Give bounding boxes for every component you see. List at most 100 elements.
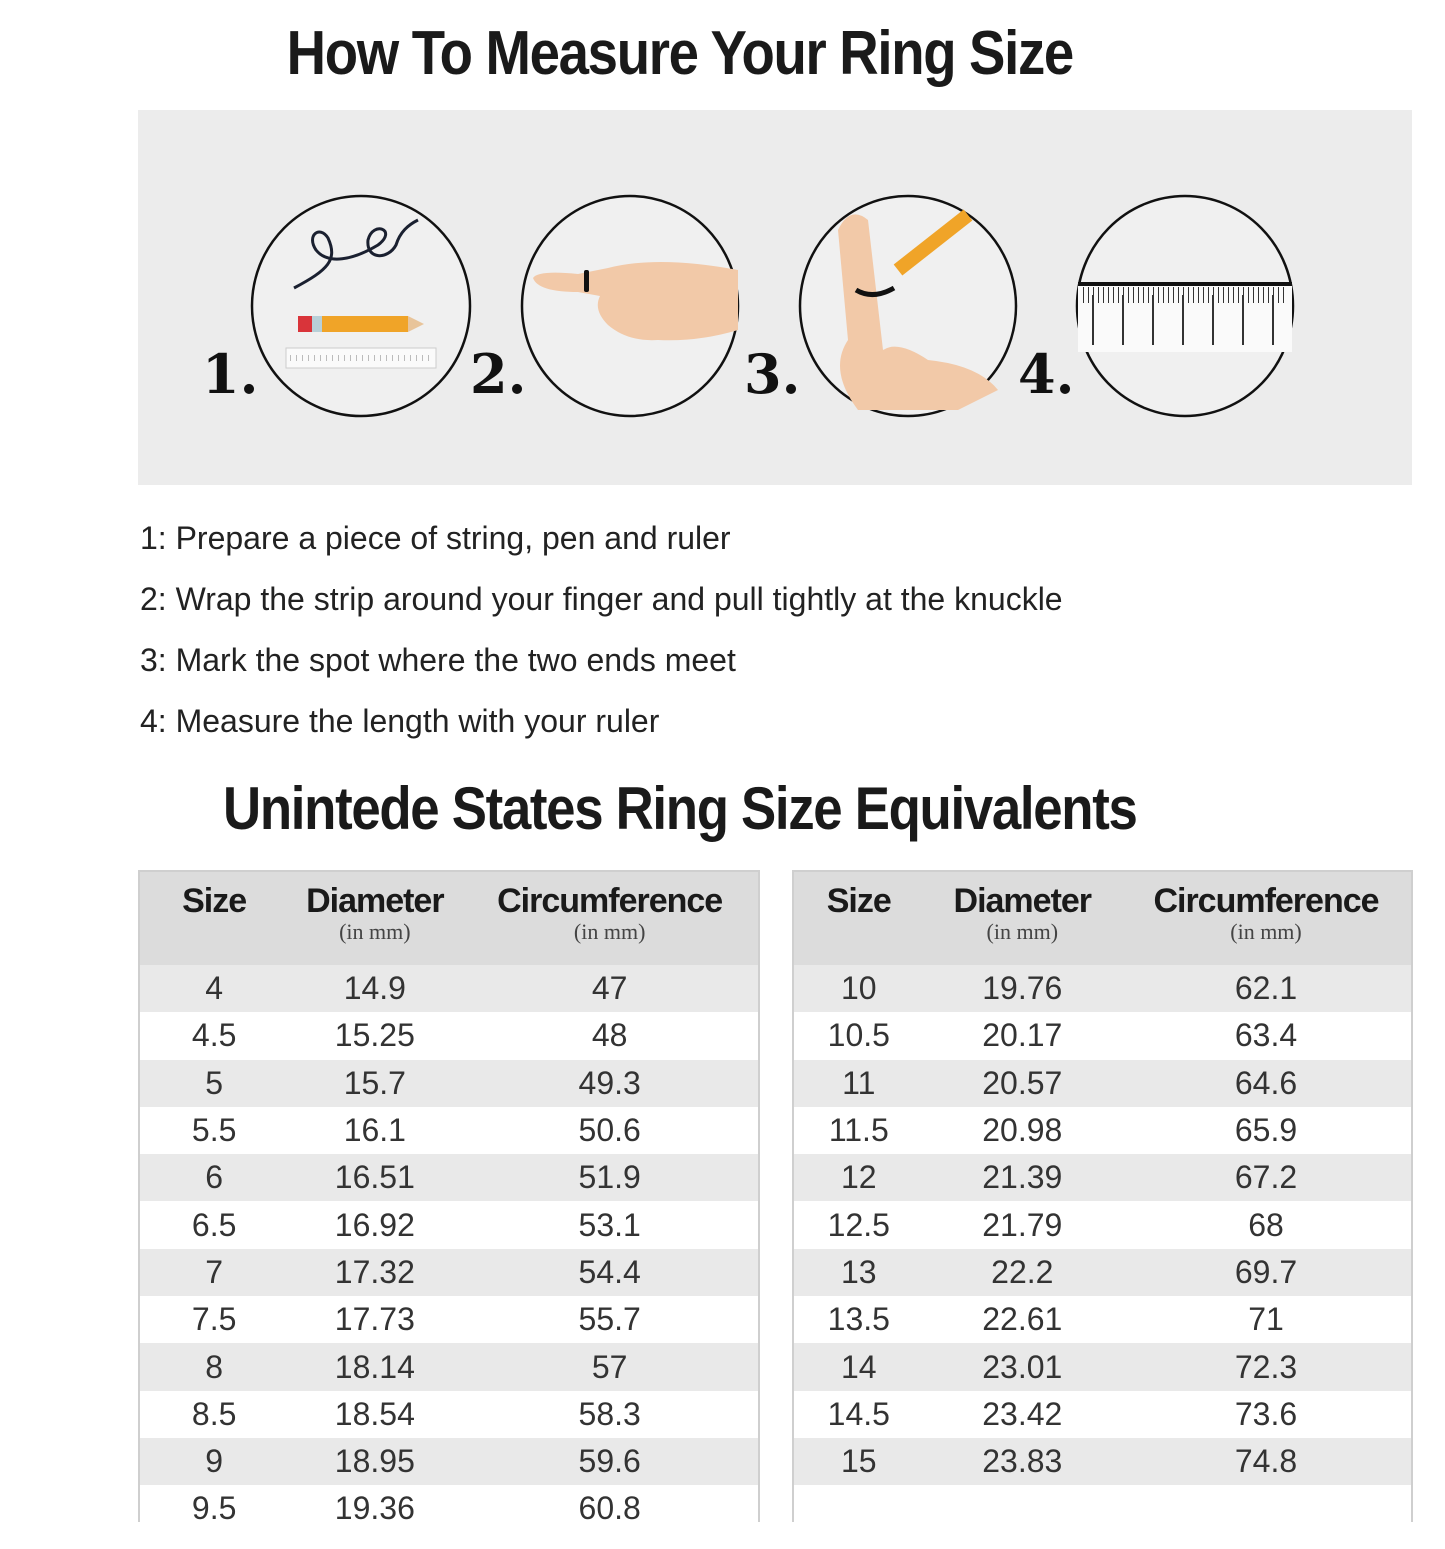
cell-diameter: 15.25 bbox=[288, 1012, 462, 1060]
cell-diameter: 16.51 bbox=[288, 1154, 462, 1202]
cell-size: 5.5 bbox=[140, 1106, 289, 1155]
header-diameter: Diameter (in mm) bbox=[923, 872, 1121, 965]
cell-circumference: 58.3 bbox=[461, 1390, 758, 1438]
cell-size: 10 bbox=[794, 965, 924, 1013]
ring-size-table-right: Size Diameter (in mm) Circumference (in mm… bbox=[792, 870, 1413, 1533]
cell-circumference bbox=[1121, 1485, 1411, 1533]
marking-string-icon bbox=[798, 194, 1018, 418]
table-row: 11 20.57 64.6 bbox=[794, 1059, 1411, 1107]
cell-circumference: 60.8 bbox=[461, 1485, 758, 1533]
cell-size: 6.5 bbox=[140, 1201, 289, 1249]
cell-diameter: 21.79 bbox=[923, 1201, 1121, 1249]
cell-circumference: 68 bbox=[1121, 1201, 1411, 1249]
table-row: 9.5 19.36 60.8 bbox=[140, 1485, 758, 1533]
cell-diameter: 23.42 bbox=[923, 1390, 1121, 1438]
table-row: 10 19.76 62.1 bbox=[794, 965, 1411, 1013]
cell-circumference: 49.3 bbox=[461, 1059, 758, 1107]
cell-size: 12 bbox=[794, 1154, 924, 1202]
table-row: 8.5 18.54 58.3 bbox=[140, 1390, 758, 1438]
cell-circumference: 71 bbox=[1121, 1296, 1411, 1344]
table-row: 11.5 20.98 65.9 bbox=[794, 1106, 1411, 1155]
table-row: 10.5 20.17 63.4 bbox=[794, 1012, 1411, 1060]
cell-size bbox=[794, 1485, 924, 1533]
table-row: 4 14.9 47 bbox=[140, 965, 758, 1013]
cell-diameter: 18.95 bbox=[288, 1437, 462, 1486]
cell-circumference: 57 bbox=[461, 1343, 758, 1391]
finger-with-string-icon bbox=[520, 194, 740, 418]
instruction-step: 3: Mark the spot where the two ends meet bbox=[140, 642, 736, 678]
cell-diameter: 17.73 bbox=[288, 1296, 462, 1344]
cell-size: 5 bbox=[140, 1059, 289, 1107]
cell-diameter: 14.9 bbox=[288, 965, 462, 1013]
cell-size: 14 bbox=[794, 1343, 924, 1391]
cell-size: 11 bbox=[794, 1059, 924, 1107]
table-row: 13 22.2 69.7 bbox=[794, 1248, 1411, 1297]
header-circumference: Circumference (in mm) bbox=[1121, 872, 1411, 965]
ruler-icon bbox=[1075, 194, 1295, 418]
cell-diameter: 19.36 bbox=[288, 1485, 462, 1533]
cell-size: 9 bbox=[140, 1437, 289, 1486]
cell-diameter: 20.17 bbox=[923, 1012, 1121, 1060]
cell-circumference: 72.3 bbox=[1121, 1343, 1411, 1391]
cell-size: 6 bbox=[140, 1154, 289, 1202]
cell-diameter: 18.14 bbox=[288, 1343, 462, 1391]
cell-size: 9.5 bbox=[140, 1485, 289, 1533]
header-size: Size bbox=[794, 872, 924, 965]
cell-diameter: 22.61 bbox=[923, 1296, 1121, 1344]
cell-diameter: 16.92 bbox=[288, 1201, 462, 1249]
header-size: Size bbox=[140, 872, 289, 965]
string-pencil-ruler-icon bbox=[250, 194, 472, 418]
cell-size: 4.5 bbox=[140, 1012, 289, 1060]
cell-size: 11.5 bbox=[794, 1106, 924, 1155]
cell-circumference: 55.7 bbox=[461, 1296, 758, 1344]
cell-diameter: 16.1 bbox=[288, 1106, 462, 1155]
cell-circumference: 67.2 bbox=[1121, 1154, 1411, 1202]
cell-circumference: 63.4 bbox=[1121, 1012, 1411, 1060]
cell-circumference: 51.9 bbox=[461, 1154, 758, 1202]
cell-diameter: 17.32 bbox=[288, 1248, 462, 1297]
cell-circumference: 53.1 bbox=[461, 1201, 758, 1249]
table-title: Unintede States Ring Size Equivalents bbox=[223, 775, 1138, 842]
cell-diameter: 19.76 bbox=[923, 965, 1121, 1013]
cell-size: 13 bbox=[794, 1248, 924, 1297]
instruction-step: 1: Prepare a piece of string, pen and ru… bbox=[140, 520, 731, 556]
step-number-4: 4. bbox=[1018, 342, 1075, 406]
cell-diameter: 23.01 bbox=[923, 1343, 1121, 1391]
cell-size: 8 bbox=[140, 1343, 289, 1391]
cell-diameter: 15.7 bbox=[288, 1059, 462, 1107]
table-row: 4.5 15.25 48 bbox=[140, 1012, 758, 1060]
table-row: 7.5 17.73 55.7 bbox=[140, 1296, 758, 1344]
cell-diameter: 22.2 bbox=[923, 1248, 1121, 1297]
cell-circumference: 50.6 bbox=[461, 1106, 758, 1155]
table-row: 15 23.83 74.8 bbox=[794, 1437, 1411, 1486]
header-diameter: Diameter (in mm) bbox=[288, 872, 462, 965]
cell-size: 14.5 bbox=[794, 1390, 924, 1438]
cell-circumference: 73.6 bbox=[1121, 1390, 1411, 1438]
instructions-list: 1: Prepare a piece of string, pen and ru… bbox=[140, 515, 1063, 759]
cell-circumference: 48 bbox=[461, 1012, 758, 1060]
cell-size: 8.5 bbox=[140, 1390, 289, 1438]
page-title: How To Measure Your Ring Size bbox=[286, 19, 1075, 88]
table-divider bbox=[760, 870, 792, 1522]
cell-circumference: 62.1 bbox=[1121, 965, 1411, 1013]
cell-diameter: 20.98 bbox=[923, 1106, 1121, 1155]
instruction-step: 4: Measure the length with your ruler bbox=[140, 703, 660, 739]
table-row: 6 16.51 51.9 bbox=[140, 1154, 758, 1202]
step-number-1: 1. bbox=[202, 342, 259, 406]
cell-circumference: 65.9 bbox=[1121, 1106, 1411, 1155]
cell-circumference: 64.6 bbox=[1121, 1059, 1411, 1107]
cell-size: 13.5 bbox=[794, 1296, 924, 1344]
table-row: 7 17.32 54.4 bbox=[140, 1248, 758, 1297]
table-row: 6.5 16.92 53.1 bbox=[140, 1201, 758, 1249]
cell-size: 15 bbox=[794, 1437, 924, 1486]
table-row: 14 23.01 72.3 bbox=[794, 1343, 1411, 1391]
step-number-3: 3. bbox=[744, 342, 801, 406]
table-row: 5 15.7 49.3 bbox=[140, 1059, 758, 1107]
cell-size: 10.5 bbox=[794, 1012, 924, 1060]
ring-size-table-left: Size Diameter (in mm) Circumference (in mm… bbox=[138, 870, 760, 1533]
cell-circumference: 59.6 bbox=[461, 1437, 758, 1486]
cell-diameter bbox=[923, 1485, 1121, 1533]
cell-size: 4 bbox=[140, 965, 289, 1013]
table-row bbox=[794, 1485, 1411, 1533]
table-row: 9 18.95 59.6 bbox=[140, 1437, 758, 1486]
